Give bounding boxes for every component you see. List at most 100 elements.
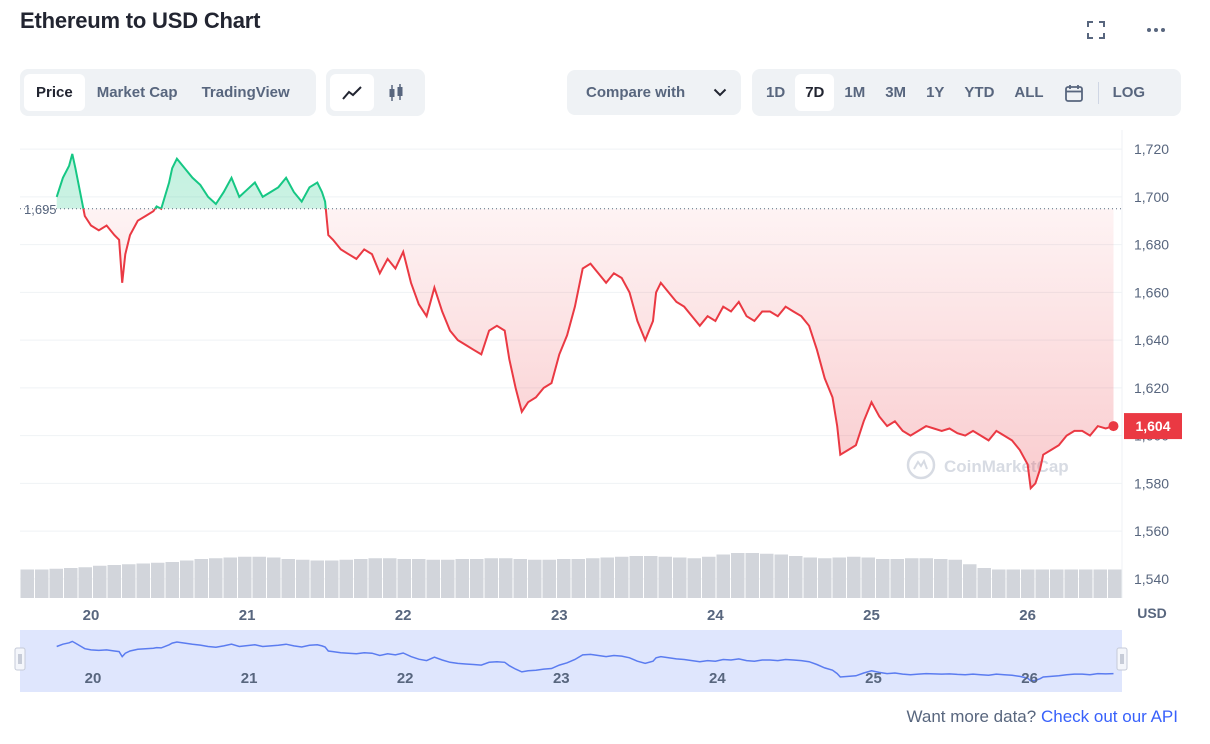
tab-price[interactable]: Price [24,74,85,111]
navigator-tick-label: 26 [1021,670,1038,687]
calendar-button[interactable] [1054,74,1094,111]
footer-text: Want more data? [906,707,1037,726]
volume-bar [615,556,629,598]
timeframe-3m[interactable]: 3M [885,84,907,101]
x-tick-label: 26 [1019,607,1036,624]
timeframe-1y[interactable]: 1Y [926,84,945,101]
volume-bar [1050,569,1064,598]
calendar-icon [1064,84,1083,102]
volume-bar [571,559,585,598]
volume-bar [426,559,440,598]
volume-bar [818,558,832,598]
navigator-tick-label: 23 [553,670,570,687]
navigator-tick-label: 20 [85,670,102,687]
candlestick-button[interactable] [374,74,418,111]
more-options-button[interactable] [1142,16,1170,44]
volume-bar [223,557,237,598]
x-tick-label: 21 [239,607,256,624]
watermark-text: CoinMarketCap [944,457,1069,476]
x-tick-label: 22 [395,607,412,624]
volume-bar [64,568,78,598]
volume-bar [383,558,397,598]
footer: Want more data? Check out our API [906,707,1178,727]
y-tick-label: 1,580 [1134,475,1169,491]
tab-market-cap[interactable]: Market Cap [96,84,178,101]
volume-bar [339,559,353,598]
volume-bar [803,557,817,598]
price-chart[interactable]: CoinMarketCap 1,695 1,720 1,700 1,680 1,660… [0,120,1210,700]
api-link[interactable]: Check out our API [1040,707,1178,726]
volume-bar [310,560,324,598]
price-area-below-fill [56,208,1114,489]
volume-bar [194,559,208,598]
volume-bar [774,554,788,598]
navigator-tick-label: 22 [397,670,414,687]
y-axis: 1,7201,7001,6801,6601,6401,6201,6001,580… [1134,141,1169,587]
volume-bar [238,556,252,598]
timeframe-7d[interactable]: 7D [795,74,835,111]
volume-bar [687,558,701,598]
navigator-labels: 20 21 22 23 24 25 26 [85,670,1038,687]
volume-bar [876,559,890,598]
y-tick-label: 1,680 [1134,237,1169,253]
navigator[interactable]: 20 21 22 23 24 25 26 [14,630,1128,692]
volume-bar [745,553,759,598]
candlestick-icon [389,83,403,101]
volume-bar [1035,569,1049,598]
volume-bar [629,556,643,598]
volume-bar [209,558,223,598]
volume-bar [1006,569,1020,598]
volume-bar [760,553,774,598]
volume-bar [20,569,34,598]
volume-bar [441,559,455,598]
current-price-dot [1108,421,1119,432]
more-horizontal-icon [1147,28,1165,32]
line-chart-button[interactable] [330,74,374,111]
volume-bar [325,560,339,598]
volume-bar [948,559,962,598]
volume-bar [847,556,861,598]
volume-bar [484,558,498,598]
navigator-right-handle[interactable] [1116,647,1128,671]
fullscreen-button[interactable] [1082,16,1110,44]
chevron-down-icon [713,88,727,97]
timeframe-selector: 1D 7D 1M 3M 1Y YTD ALL LOG [752,69,1181,116]
volume-bar [78,567,92,598]
volume-bar [528,559,542,598]
volume-bar [296,559,310,598]
volume-bar [919,558,933,598]
volume-bar [252,556,266,598]
volume-bar [368,558,382,598]
timeframe-all[interactable]: ALL [1014,84,1044,101]
x-axis: 20 21 22 23 24 25 26 [83,607,1036,624]
volume-bar [832,557,846,598]
volume-bar [136,563,150,598]
volume-bar [731,553,745,598]
volume-bar [1093,569,1107,598]
volume-bar [673,557,687,598]
volume-bar [513,559,527,598]
navigator-left-handle[interactable] [14,647,26,671]
timeframe-divider [1097,81,1099,104]
volume-bar [267,557,281,598]
timeframe-1d[interactable]: 1D [766,84,786,101]
volume-bar [412,559,426,598]
volume-bar [180,560,194,598]
log-scale-toggle[interactable]: LOG [1112,84,1146,101]
chart-tabs: Price Market Cap TradingView [20,69,316,116]
timeframe-1m[interactable]: 1M [844,84,866,101]
compare-dropdown[interactable]: Compare with [567,70,741,115]
y-tick-label: 1,640 [1134,332,1169,348]
tab-tradingview[interactable]: TradingView [201,84,290,101]
navigator-tick-label: 21 [241,670,258,687]
y-tick-label: 1,620 [1134,380,1169,396]
volume-bar [122,564,136,598]
timeframe-ytd[interactable]: YTD [964,84,995,101]
volume-bar [165,562,179,598]
volume-bar [992,569,1006,598]
volume-bar [963,564,977,598]
y-tick-label: 1,720 [1134,141,1169,157]
volume-bar [354,559,368,598]
y-tick-label: 1,560 [1134,523,1169,539]
volume-bar [35,569,49,598]
